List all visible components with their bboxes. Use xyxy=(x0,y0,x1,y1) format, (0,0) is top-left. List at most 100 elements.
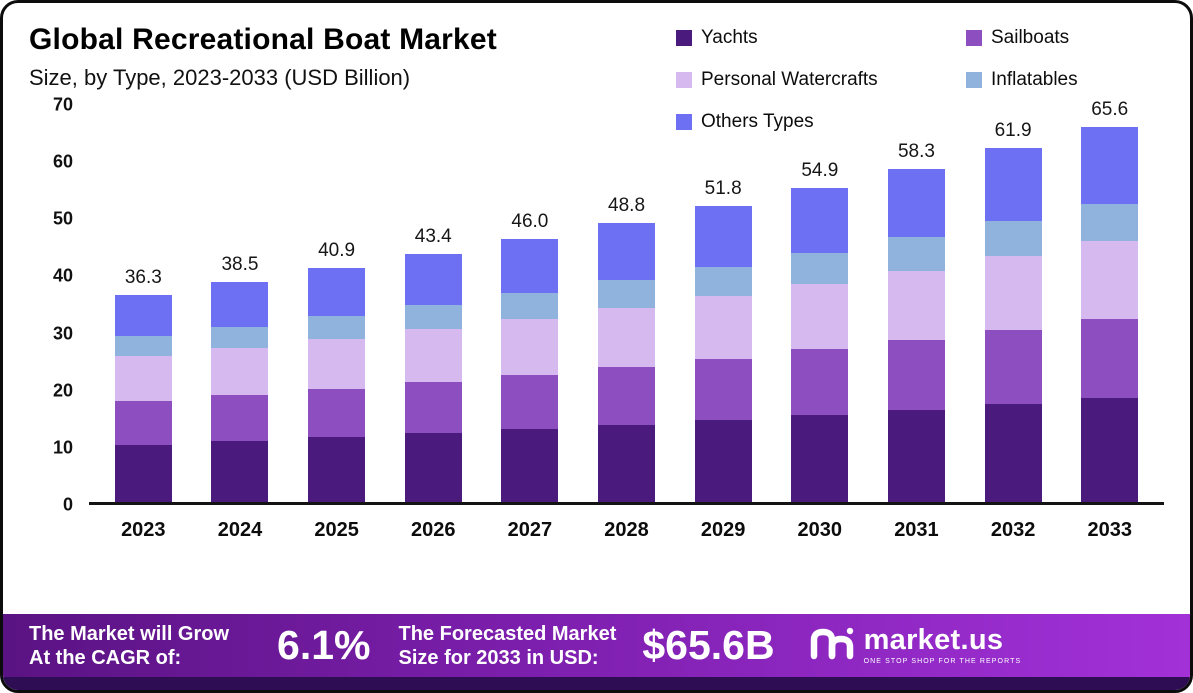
bar-slot-2031: 58.3 xyxy=(868,105,965,502)
bar-stack xyxy=(308,268,366,502)
bar-segment-sailboats xyxy=(791,349,849,416)
bar-segment-others-types xyxy=(984,148,1042,222)
bar-segment-yachts xyxy=(404,433,462,502)
x-axis-label: 2029 xyxy=(700,519,746,541)
legend-swatch xyxy=(676,114,692,130)
bar-segment-others-types xyxy=(211,282,269,327)
x-axis-label: 2024 xyxy=(217,519,263,541)
bar-segment-sailboats xyxy=(211,395,269,441)
bar-segment-inflatables xyxy=(791,252,849,284)
bar-segment-sailboats xyxy=(1081,319,1139,398)
y-axis: 0 10 20 30 40 50 60 70 xyxy=(29,95,89,515)
bar-slot-2028: 48.8 xyxy=(578,105,675,502)
legend-item-yachts: Yachts xyxy=(676,27,966,49)
x-axis-label: 2032 xyxy=(990,519,1036,541)
legend-swatch xyxy=(966,30,982,46)
bar-total-label: 61.9 xyxy=(994,120,1032,142)
x-axis-label: 2027 xyxy=(507,519,553,541)
x-axis-label: 2033 xyxy=(1087,519,1132,541)
y-tick-label: 20 xyxy=(52,380,73,401)
chart-panel: Global Recreational Boat Market Size, by… xyxy=(3,3,1190,614)
bar-segment-sailboats xyxy=(501,374,559,430)
legend-item-personal-watercrafts: Personal Watercrafts xyxy=(676,69,966,91)
page-subtitle: Size, by Type, 2023-2033 (USD Billion) xyxy=(29,65,411,90)
bar-segment-others-types xyxy=(501,239,559,294)
y-tick-label: 50 xyxy=(52,208,73,229)
bar-segment-yachts xyxy=(1081,398,1139,502)
y-tick-label: 40 xyxy=(52,265,73,286)
bar-segment-sailboats xyxy=(404,382,462,434)
plot-area: 36.3 38.5 40.9 43.4 46.0 48.8 51.8 54.9 58.3 61.9… xyxy=(89,99,1164,505)
stacked-bar-chart: 0 10 20 30 40 50 60 70 36.3 38.5 40.9 43.4 46.0 48.8… xyxy=(29,95,1164,515)
legend-label: Sailboats xyxy=(991,27,1070,48)
legend-item-inflatables: Inflatables xyxy=(966,69,1166,91)
bar-segment-personal-watercrafts xyxy=(404,329,462,383)
bar-total-label: 43.4 xyxy=(414,226,452,248)
bar-total-label: 48.8 xyxy=(608,195,646,217)
bar-stack xyxy=(887,168,945,502)
x-axis-label: 2023 xyxy=(121,519,166,541)
bar-segment-others-types xyxy=(404,254,462,305)
y-tick-label: 70 xyxy=(52,94,73,115)
bar-segment-yachts xyxy=(694,420,752,502)
bar-stack xyxy=(598,223,656,502)
bar-segment-inflatables xyxy=(308,316,366,340)
bar-total-label: 36.3 xyxy=(124,266,162,288)
bar-segment-inflatables xyxy=(404,304,462,330)
brand-tagline: ONE STOP SHOP FOR THE REPORTS xyxy=(863,658,1022,665)
legend-item-others-types: Others Types xyxy=(676,111,966,133)
legend-swatch xyxy=(966,72,982,88)
bar-segment-yachts xyxy=(887,410,945,502)
cagr-caption-line1: The Market will Grow xyxy=(29,622,230,645)
bar-stack xyxy=(501,239,559,502)
bar-segment-inflatables xyxy=(211,326,269,349)
bar-segment-yachts xyxy=(114,444,172,502)
bar-total-label: 51.8 xyxy=(704,178,742,200)
bar-segment-yachts xyxy=(791,415,849,502)
bar-slot-2027: 46.0 xyxy=(482,105,579,502)
forecast-caption-line1: The Forecasted Market xyxy=(398,622,617,645)
brand-text: market.us ONE STOP SHOP FOR THE REPORTS xyxy=(863,626,1022,666)
page-title: Global Recreational Boat Market xyxy=(29,23,497,56)
bar-segment-personal-watercrafts xyxy=(984,256,1042,331)
bar-slot-2030: 54.9 xyxy=(771,105,868,502)
bar-segment-sailboats xyxy=(887,340,945,410)
bar-segment-personal-watercrafts xyxy=(1081,240,1139,320)
bar-segment-inflatables xyxy=(984,221,1042,257)
y-tick-label: 0 xyxy=(62,494,73,515)
bar-segment-others-types xyxy=(114,294,172,336)
forecast-caption: The Forecasted Market Size for 2033 in U… xyxy=(399,622,617,670)
x-axis-labels: 2023 2024 2025 2026 2027 2028 2029 2030 2031 2032… xyxy=(89,519,1164,542)
bar-segment-inflatables xyxy=(114,335,172,357)
bar-segment-sailboats xyxy=(598,366,656,425)
forecast-caption-line2: Size for 2033 in USD: xyxy=(398,646,599,669)
bar-total-label: 65.6 xyxy=(1091,99,1129,121)
bar-segment-others-types xyxy=(791,188,849,253)
bar-segment-personal-watercrafts xyxy=(791,283,849,350)
bar-segment-others-types xyxy=(887,168,945,238)
cagr-value: 6.1% xyxy=(277,622,371,668)
bar-total-label: 38.5 xyxy=(221,254,259,276)
bar-stack xyxy=(1081,127,1139,502)
x-axis-label: 2026 xyxy=(410,519,456,541)
bar-stack xyxy=(984,148,1042,502)
legend-label: Others Types xyxy=(701,111,814,132)
footer-banner: The Market will Grow At the CAGR of: 6.1… xyxy=(3,614,1190,677)
bar-segment-personal-watercrafts xyxy=(887,270,945,341)
bar-slot-2023: 36.3 xyxy=(95,105,192,502)
legend-item-sailboats: Sailboats xyxy=(966,27,1166,49)
legend-label: Yachts xyxy=(701,27,758,48)
bar-segment-sailboats xyxy=(694,358,752,421)
bar-segment-inflatables xyxy=(694,267,752,297)
bar-segment-personal-watercrafts xyxy=(598,307,656,367)
bar-segment-yachts xyxy=(211,440,269,502)
bar-slot-2026: 43.4 xyxy=(385,105,482,502)
bar-stack xyxy=(694,206,752,502)
brand-block: market.us ONE STOP SHOP FOR THE REPORTS xyxy=(809,626,1022,665)
header: Global Recreational Boat Market Size, by… xyxy=(29,23,1164,91)
legend-swatch xyxy=(676,30,692,46)
chart-legend: Yachts Sailboats Personal Watercrafts Infla… xyxy=(676,27,1166,133)
bar-segment-yachts xyxy=(308,437,366,502)
bar-total-label: 46.0 xyxy=(511,211,549,233)
bar-stack xyxy=(211,282,269,502)
